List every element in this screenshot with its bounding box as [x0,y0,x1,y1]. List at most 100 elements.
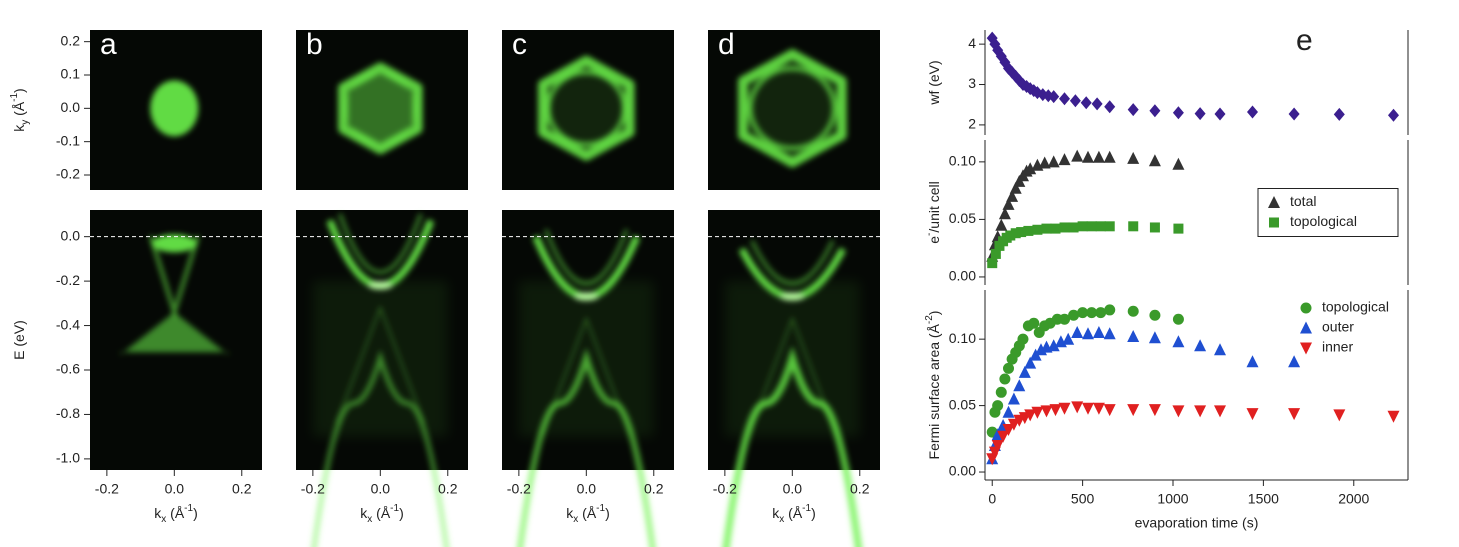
label-part: k [360,505,368,521]
x-tick-label: -0.2 [301,481,325,497]
y-tick-label: -0.8 [56,405,80,421]
point [1040,405,1053,418]
point [1003,362,1014,374]
point [997,430,1010,443]
point [1148,154,1161,167]
point [1047,339,1060,352]
label-part: - [924,233,935,236]
point [1269,217,1279,228]
point [1172,106,1184,120]
point [1127,330,1140,342]
panel-label: e [1296,24,1313,57]
point [1017,333,1029,345]
point [1002,424,1015,436]
point [1024,356,1037,369]
point [1172,157,1185,170]
point [1288,107,1300,121]
point [1028,317,1040,329]
label-part: -1 [390,503,399,514]
point [1091,97,1103,111]
point [1127,404,1140,417]
y-tick-label: -0.6 [56,361,80,377]
point [1388,108,1399,122]
panel-label: b [306,28,323,61]
point [1068,222,1079,233]
label-part: wf (eV) [926,60,942,105]
label-part: ) [11,88,27,93]
point [1005,230,1016,241]
point [1086,307,1098,319]
legend-box [1257,188,1399,237]
band-contour [538,55,635,161]
y-tick-label: -0.4 [56,316,80,332]
point [999,373,1011,385]
band-contour [744,60,841,157]
point [1068,309,1080,321]
point [1095,221,1106,232]
point [1077,221,1088,232]
point [1103,327,1116,340]
point [1127,103,1139,117]
point [1058,153,1071,166]
point [1172,405,1185,418]
fermi-surface [538,55,635,161]
point [1024,409,1037,422]
point [1016,227,1027,238]
point [1149,309,1161,321]
y-tick-label: 0.05 [949,210,976,226]
x-tick-label: 0.2 [232,481,252,497]
point [987,258,998,269]
y-tick-label: 0.0 [61,99,81,115]
point [1031,406,1044,419]
x-tick-label: 0.0 [577,481,597,497]
point [999,55,1011,69]
point [1104,100,1116,114]
label-part: x [573,514,578,525]
label-part: -1 [596,503,605,514]
point [1300,342,1312,355]
point [1172,335,1185,348]
point [1048,90,1060,104]
point [1103,404,1116,417]
x-tick-label: 0 [988,491,996,507]
point [1214,343,1226,356]
y-tick-label: 4 [968,35,976,51]
point [1387,410,1400,423]
label-part: /unit cell [926,181,942,232]
y-axis-label: wf (eV) [926,60,942,105]
point [1127,305,1139,317]
y-tick-label: 0.00 [949,268,976,284]
point [1333,409,1346,422]
label-part: y [20,120,31,125]
point [1194,107,1206,121]
band [120,312,229,355]
point [1032,224,1043,235]
point [1092,150,1105,163]
x-axis-label: kx (Å-1) [566,503,609,525]
label-part: ) [926,311,942,316]
point [1006,189,1019,202]
legend-label: inner [1322,339,1353,355]
label-part: Fermi surface area (Å [926,323,942,459]
point [1288,408,1301,421]
x-axis-label: evaporation time (s) [1135,515,1259,531]
band-contour [738,49,847,168]
point [1082,402,1094,415]
point [1246,408,1259,421]
point [1058,402,1071,415]
y-tick-label: 2 [968,116,976,132]
point [1104,304,1116,316]
label-part: k [772,505,780,521]
x-tick-label: 500 [1071,491,1095,507]
background-glow [724,281,860,437]
legend-label: outer [1322,319,1354,335]
point [1024,162,1037,175]
point [1149,222,1160,233]
x-tick-label: 0.0 [371,481,391,497]
label-part: k [566,505,574,521]
point [1128,221,1139,232]
y-axis-label: E (eV) [11,320,27,360]
point [1333,107,1345,121]
point [1149,104,1161,118]
point [1049,404,1062,417]
